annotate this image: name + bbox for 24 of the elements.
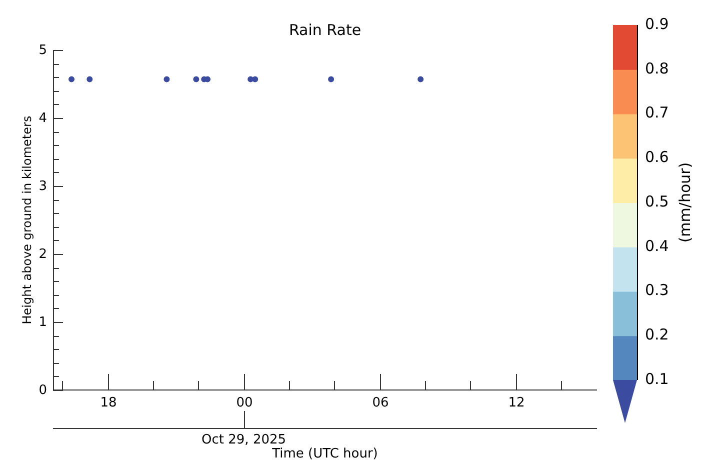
color-bar-label: 0.6 — [645, 148, 669, 166]
color-bar-label: 0.9 — [645, 14, 669, 33]
text: Oct 29, 2025 — [202, 432, 286, 448]
color-bar-label: 0.2 — [645, 326, 669, 344]
y-tick-label: 5 — [38, 42, 47, 58]
color-bar-label: 0.5 — [645, 192, 669, 210]
y-tick-label: 0 — [38, 382, 47, 398]
x-tick-label: 18 — [100, 395, 117, 410]
y-axis-title: Height above ground in kilometers — [20, 116, 34, 324]
x-tick-label: 06 — [372, 395, 389, 410]
color-bar-label: 0.7 — [645, 104, 669, 122]
chart-title: Rain Rate — [288, 20, 362, 39]
color-bar-label: 0.1 — [645, 370, 669, 388]
y-tick-label: 4 — [38, 110, 47, 126]
color-bar-label: 0.8 — [645, 59, 669, 78]
color-bar-label: 0.4 — [645, 236, 669, 255]
y-tick-label: 3 — [38, 178, 47, 194]
color-bar-label: 0.3 — [645, 281, 669, 300]
y-tick-label: 2 — [38, 246, 47, 262]
color-bar-title: (mm/hour) — [676, 162, 694, 243]
x-tick-label: 12 — [508, 395, 525, 410]
x-axis-title: Time (UTC hour) — [271, 446, 378, 462]
y-tick-label: 1 — [38, 314, 47, 330]
x-tick-label: 00 — [236, 395, 253, 410]
